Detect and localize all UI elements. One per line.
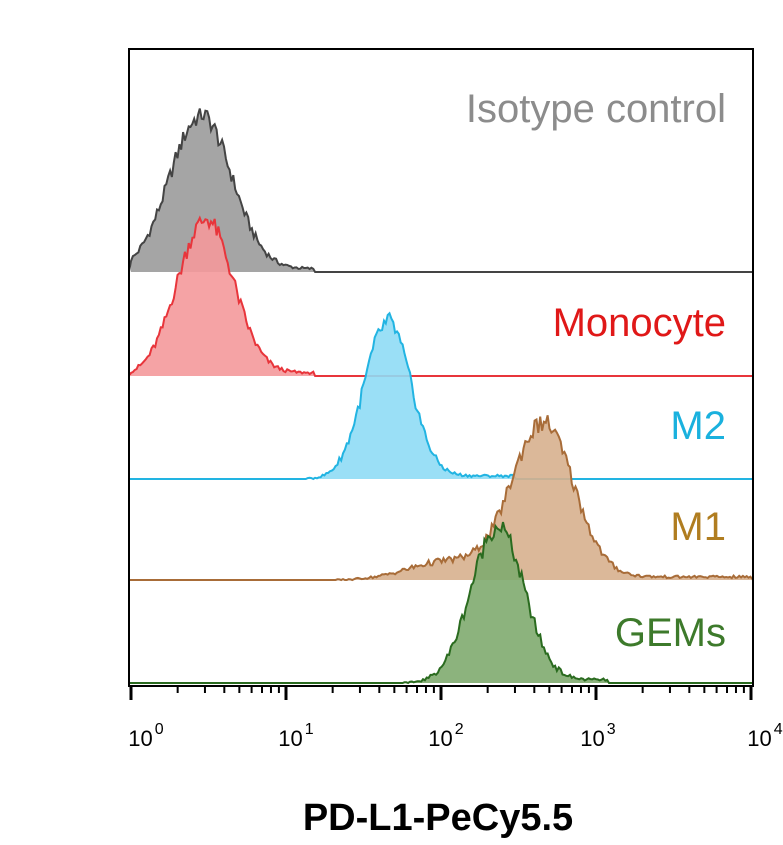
series-label: Monocyte — [553, 301, 726, 345]
series-label: M2 — [670, 404, 726, 448]
x-tick-label: 10 4 — [747, 721, 782, 751]
histogram-monocyte — [128, 215, 753, 377]
histogram-m1 — [129, 415, 754, 582]
x-axis: 10 0 10 1 10 2 10 3 10 4 — [128, 685, 783, 751]
histogram-fill — [131, 522, 751, 683]
series-label: Isotype control — [466, 87, 726, 131]
series-labels: Isotype control Monocyte M2 M1 GEMs — [466, 87, 726, 655]
histogram-gems — [129, 521, 753, 685]
x-tick-label: 10 2 — [428, 721, 463, 751]
series-label: GEMs — [615, 611, 726, 655]
x-tick-label: 10 3 — [580, 721, 615, 751]
histogram-outline — [129, 415, 754, 582]
histogram-lanes — [128, 108, 754, 685]
series-label: M1 — [670, 505, 726, 549]
histogram-outline — [129, 521, 753, 685]
x-tick-label: 10 0 — [128, 721, 163, 751]
histogram-outline — [128, 108, 753, 273]
histogram-outline — [128, 215, 753, 377]
x-axis-title: PD-L1-PeCy5.5 — [303, 797, 573, 839]
histogram-m2 — [129, 311, 753, 481]
histogram-fill — [131, 217, 751, 376]
histogram-outline — [129, 311, 753, 481]
histogram-fill — [131, 415, 751, 580]
x-tick-label: 10 1 — [278, 721, 313, 751]
